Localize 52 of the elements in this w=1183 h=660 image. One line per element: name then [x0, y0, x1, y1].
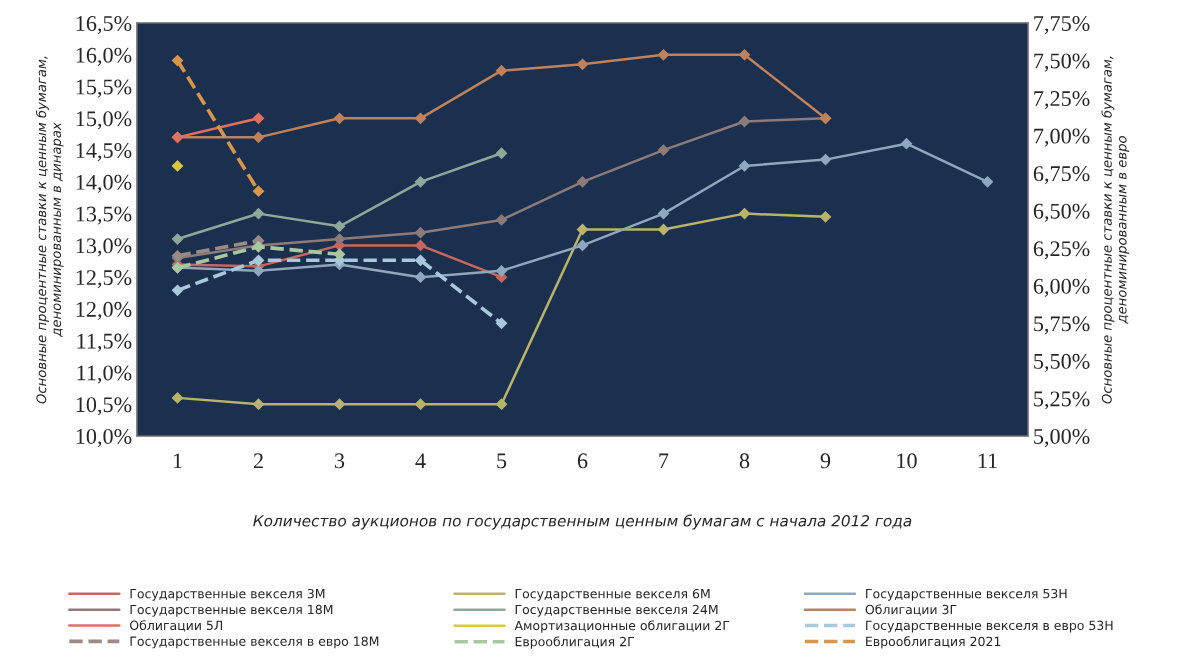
- y-tick-label: 16,5%: [76, 15, 132, 35]
- x-tick-label: 2: [253, 453, 263, 469]
- y-tick-label: 12,0%: [76, 301, 132, 321]
- y2-tick-label: 5,50%: [1034, 353, 1090, 373]
- y-tick-label: 11,5%: [77, 333, 132, 352]
- legend-label: Облигации 3Г: [865, 604, 957, 616]
- y-tick-label: 13,0%: [76, 238, 132, 257]
- y-tick-label: 11,0%: [77, 365, 132, 384]
- legend-label: Государственные векселя в евро 18М: [130, 636, 379, 649]
- x-tick-label: 9: [820, 453, 831, 469]
- y2-tick-label: 7,00%: [1034, 128, 1090, 147]
- y2-axis-title: Основные процентные ставки к ценным бумагам, деноминированным в евро: [1101, 56, 1130, 404]
- x-tick-label: 11: [978, 453, 997, 469]
- y2-tick-label: 5,75%: [1034, 316, 1090, 335]
- legend-label: Амортизационные облигации 2Г: [514, 620, 730, 633]
- y2-tick-label: 6,50%: [1033, 203, 1090, 222]
- y-tick-label: 10,0%: [76, 428, 132, 448]
- x-tick-label: 10: [897, 453, 917, 469]
- y2-tick-label: 6,00%: [1033, 278, 1090, 297]
- y-tick-label: 16,0%: [76, 47, 132, 66]
- legend-label: Государственные векселя 3М: [130, 588, 325, 601]
- y-tick-label: 14,0%: [76, 174, 132, 193]
- y-tick-label: 10,5%: [76, 397, 132, 416]
- y-tick-label: 14,5%: [76, 143, 132, 162]
- x-tick-label: 6: [577, 453, 588, 469]
- y2-tick-label: 6,75%: [1033, 166, 1090, 185]
- legend-label: Государственные векселя 53Н: [866, 588, 1067, 601]
- y2-tick-label: 5,25%: [1034, 391, 1090, 410]
- x-tick-label: 5: [497, 453, 507, 469]
- y-tick-label: 13,5%: [76, 206, 132, 225]
- y2-tick-label: 7,50%: [1034, 53, 1090, 72]
- legend-label: Государственные векселя в евро 53Н: [866, 620, 1113, 633]
- x-tick-label: 7: [659, 453, 669, 469]
- x-tick-label: 1: [173, 453, 182, 469]
- y-tick-label: 12,5%: [76, 270, 132, 289]
- legend-label: Государственные векселя 6М: [515, 588, 710, 601]
- y-tick-label: 15,5%: [76, 79, 132, 98]
- y2-tick-label: 6,25%: [1033, 241, 1090, 260]
- legend-label: Государственные векселя 18М: [130, 604, 333, 617]
- legend-label: Еврооблигация 2021: [866, 636, 1001, 649]
- legend-label: Еврооблигация 2Г: [515, 636, 634, 649]
- y-tick-label: 15,0%: [76, 111, 132, 130]
- y2-tick-label: 7,25%: [1034, 91, 1090, 110]
- legend-label: Облигации 5Л: [130, 620, 223, 632]
- y2-tick-label: 5,00%: [1034, 428, 1090, 448]
- x-tick-label: 3: [335, 453, 345, 469]
- y-axis-title: Основные процентные ставки к ценным бумагам, деноминированным в динарах: [35, 56, 64, 404]
- x-tick-label: 8: [739, 453, 750, 469]
- y2-tick-label: 7,75%: [1034, 15, 1090, 35]
- x-axis-title: Количество аукционов по государственным ценным бумагам с начала 2012 года: [253, 514, 912, 530]
- x-tick-label: 4: [415, 453, 426, 469]
- legend-label: Государственные векселя 24М: [515, 604, 718, 617]
